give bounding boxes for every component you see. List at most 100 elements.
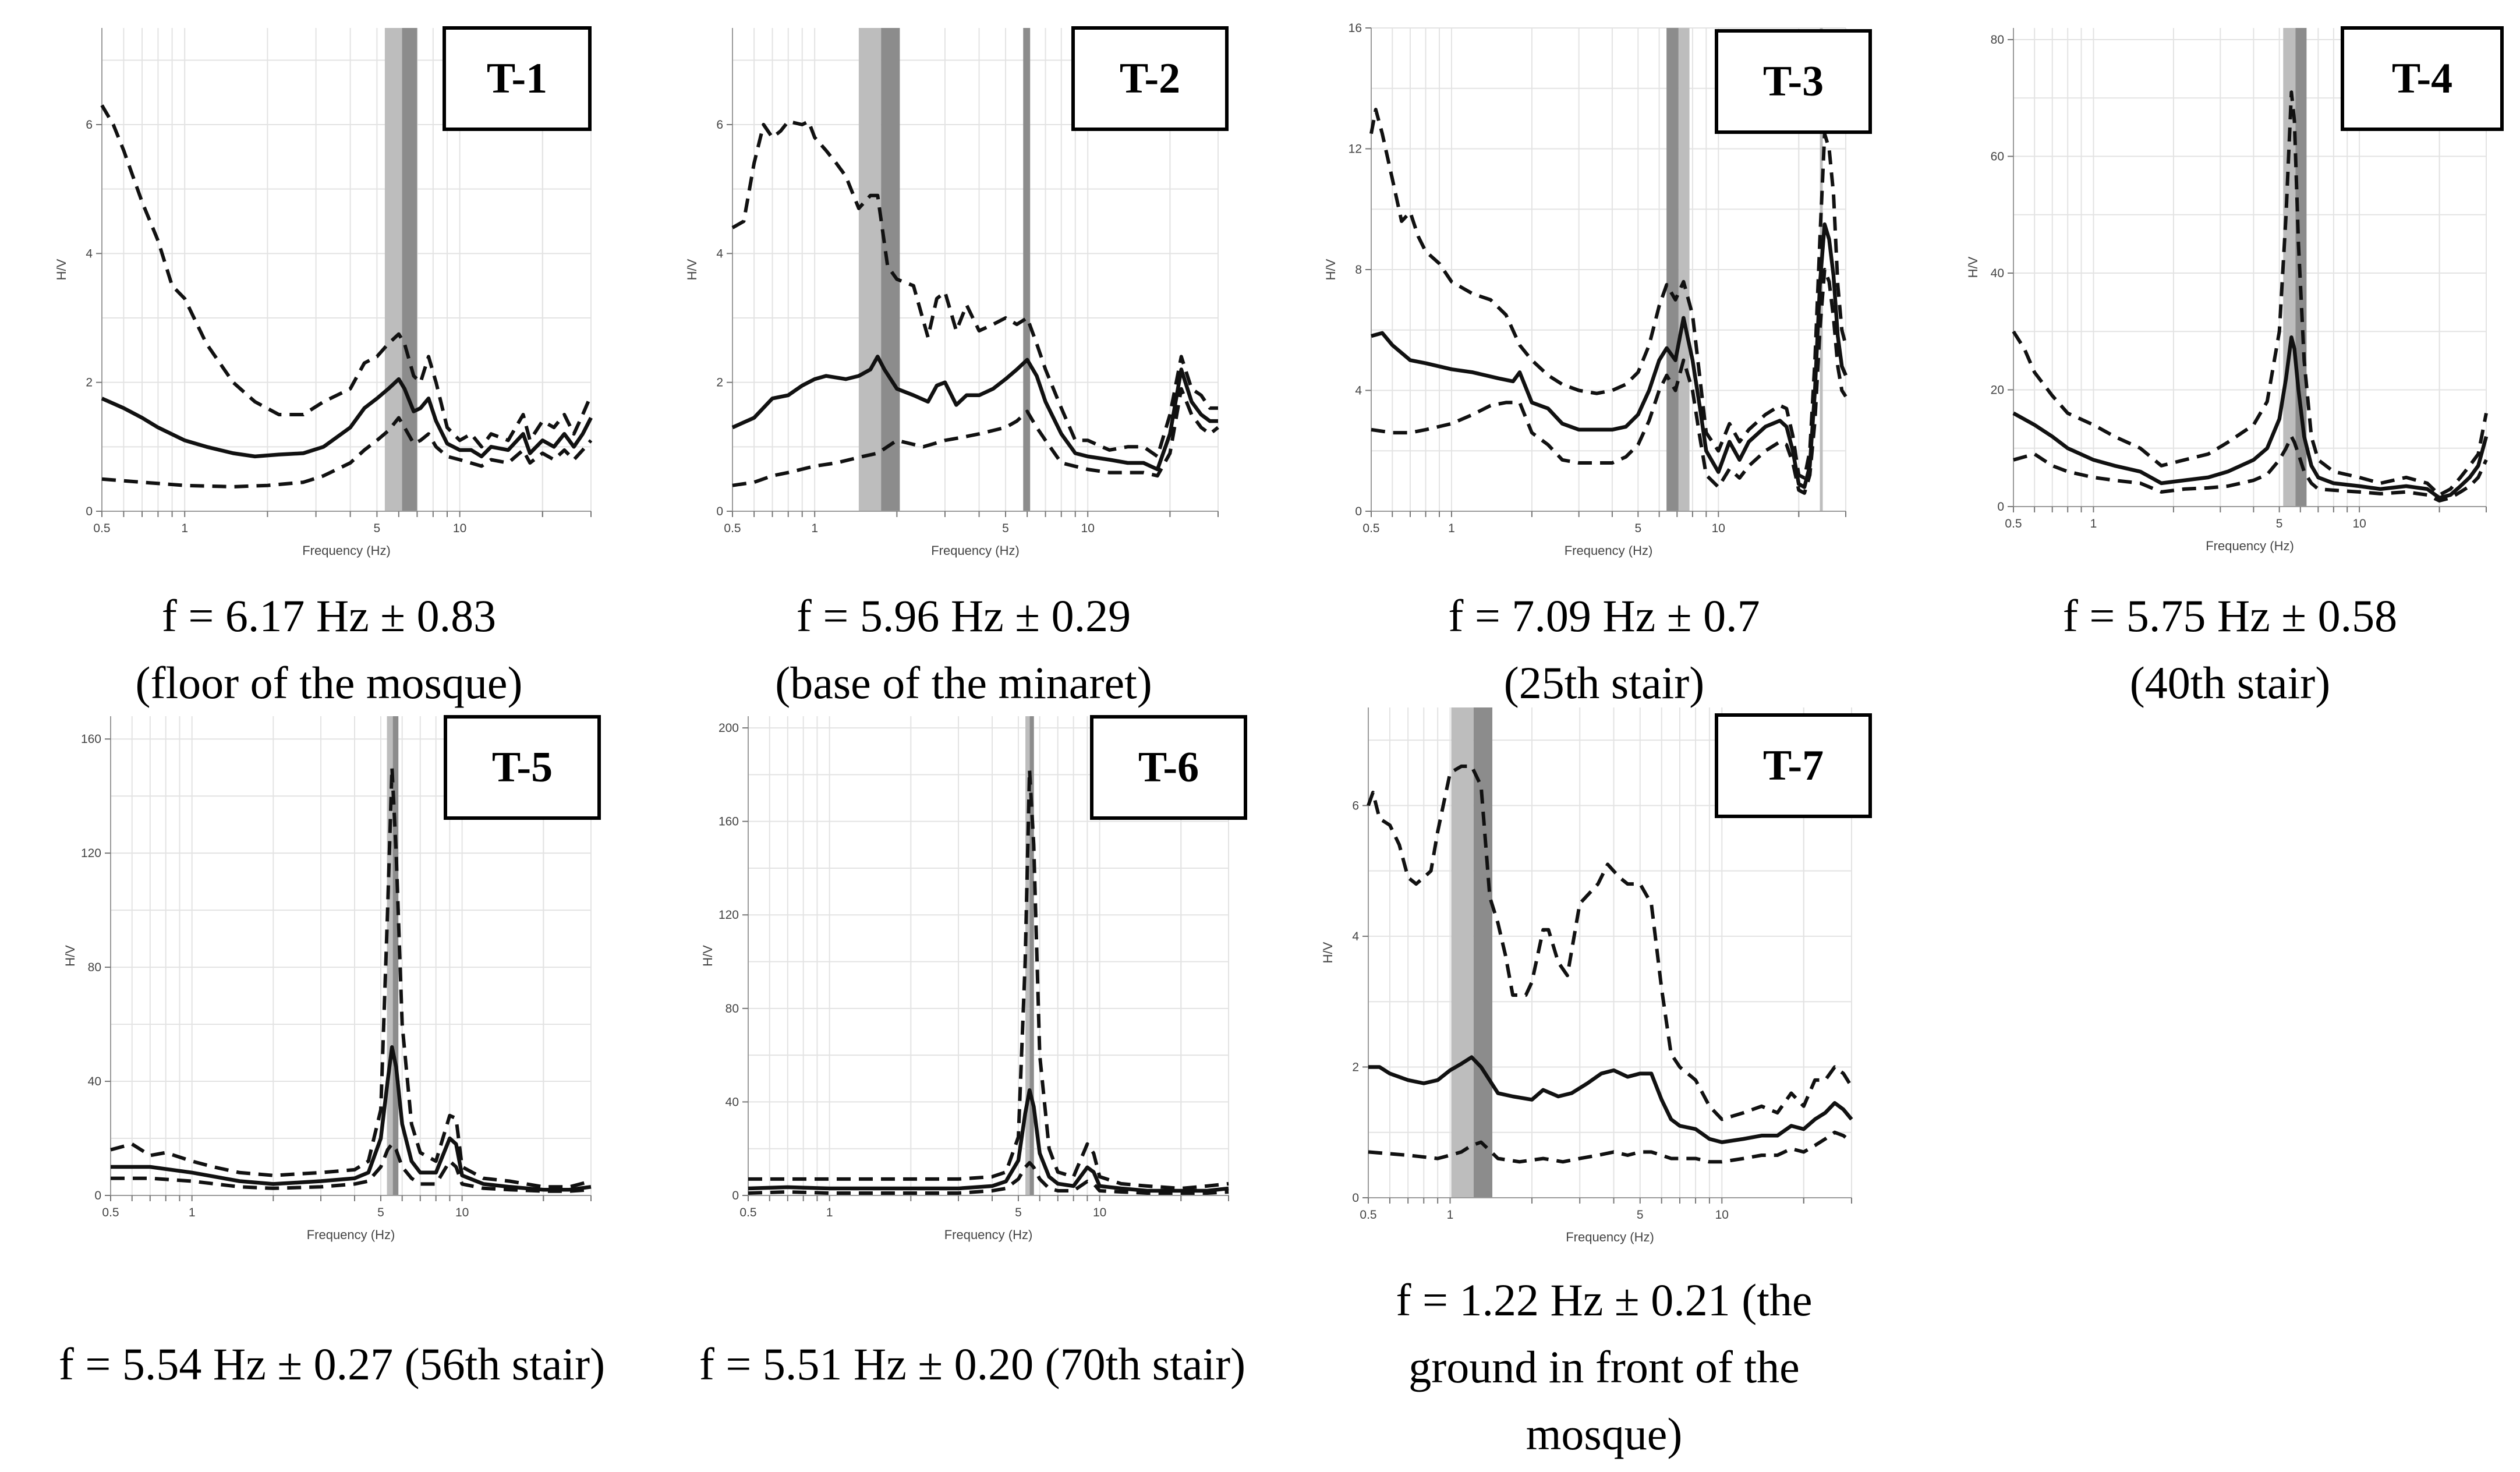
series-upper-line — [2012, 90, 2488, 497]
frequency-caption: f = 5.75 Hz ± 0.58 (40th stair) — [1968, 582, 2492, 716]
series-mean-line — [101, 377, 593, 459]
series-upper-line — [110, 766, 592, 1189]
y-tick-label: 60 — [1991, 150, 2004, 164]
y-axis-title: H/V — [1321, 942, 1335, 963]
series-upper-line — [748, 768, 1229, 1190]
peak-frequency-band — [1678, 28, 1690, 511]
x-tick-label: 5 — [1637, 1208, 1644, 1222]
y-tick-label: 0 — [1355, 505, 1362, 518]
y-tick-label: 4 — [1352, 930, 1359, 943]
caption-line: (base of the minaret) — [775, 657, 1152, 708]
peak-frequency-band — [1451, 707, 1474, 1198]
peak-frequency-band — [392, 716, 399, 1195]
x-tick-label: 1 — [1447, 1208, 1454, 1222]
axes: 0.5 1 5 10 0 2 4 6 Frequency (Hz) H/V — [685, 28, 1219, 558]
y-tick-label: 12 — [1349, 143, 1362, 156]
y-axis-title: H/V — [54, 259, 69, 280]
x-axis-title: Frequency (Hz) — [944, 1227, 1033, 1242]
x-tick-label: 10 — [1093, 1206, 1106, 1219]
caption-line: (40th stair) — [2129, 657, 2331, 708]
frequency-caption: f = 5.96 Hz ± 0.29 (base of the minaret) — [687, 582, 1240, 716]
y-tick-label: 0 — [1997, 500, 2004, 514]
series-mean-line — [1368, 1055, 1853, 1144]
caption-line: (floor of the mosque) — [135, 657, 523, 708]
x-tick-label: 1 — [826, 1206, 833, 1219]
y-axis-title: H/V — [1966, 256, 1980, 278]
y-axis-title: H/V — [685, 259, 699, 280]
chart-title-box: T-7 — [1715, 713, 1872, 818]
x-axis-title: Frequency (Hz) — [2206, 539, 2294, 553]
peak-frequency-band — [1025, 716, 1030, 1195]
x-tick-label: 1 — [811, 522, 818, 535]
x-axis-title: Frequency (Hz) — [1565, 543, 1653, 558]
caption-line: mosque) — [1526, 1409, 1683, 1459]
caption-line: (25th stair) — [1503, 657, 1705, 708]
y-tick-label: 0 — [716, 505, 723, 518]
caption-line: f = 5.75 Hz ± 0.58 — [2062, 590, 2398, 641]
y-tick-label: 40 — [725, 1095, 739, 1109]
x-tick-label: 1 — [2090, 517, 2097, 530]
series-upper-line — [1369, 108, 1847, 480]
y-tick-label: 6 — [1352, 799, 1359, 812]
series-mean-line — [111, 1045, 592, 1192]
x-tick-label: 10 — [1081, 522, 1095, 535]
y-tick-label: 160 — [719, 815, 739, 829]
x-tick-label: 10 — [1712, 522, 1725, 535]
caption-line: f = 7.09 Hz ± 0.7 — [1448, 590, 1760, 641]
y-tick-label: 80 — [88, 961, 101, 974]
chart-title-box: T-6 — [1090, 715, 1247, 820]
chart-title-box: T-5 — [444, 715, 601, 820]
x-tick-label: 0.5 — [724, 522, 741, 535]
y-tick-label: 4 — [716, 247, 723, 260]
x-tick-label: 5 — [2276, 517, 2283, 530]
peak-frequency-band — [387, 716, 393, 1195]
series-mean-line — [731, 355, 1218, 472]
y-tick-label: 40 — [1991, 267, 2004, 280]
axes: 0.5 1 5 10 0 40 80 120 160 Frequency (Hz) H/V — [63, 716, 592, 1242]
y-tick-label: 120 — [719, 908, 739, 922]
caption-line: f = 6.17 Hz ± 0.83 — [161, 590, 497, 641]
y-tick-label: 8 — [1355, 263, 1362, 277]
x-tick-label: 0.5 — [93, 522, 110, 535]
frequency-caption: f = 7.09 Hz ± 0.7 (25th stair) — [1333, 582, 1875, 716]
y-tick-label: 20 — [1991, 384, 2004, 397]
peak-frequency-band — [384, 28, 402, 511]
series-upper-line — [731, 119, 1218, 458]
peak-frequency-band — [1023, 28, 1031, 511]
peak-frequency-band — [881, 28, 900, 511]
y-tick-label: 120 — [81, 847, 101, 860]
axes: 0.5 1 5 10 0 4 8 12 16 Frequency (Hz) H/V — [1323, 22, 1846, 558]
x-tick-label: 1 — [189, 1206, 196, 1219]
grid — [748, 716, 1229, 1196]
x-tick-label: 5 — [1002, 522, 1009, 535]
caption-line: f = 1.22 Hz ± 0.21 (the — [1396, 1275, 1813, 1325]
y-axis-title: H/V — [63, 945, 77, 967]
chart-title-box: T-4 — [2341, 26, 2504, 131]
chart-title-box: T-2 — [1071, 26, 1229, 131]
x-tick-label: 0.5 — [1360, 1208, 1376, 1222]
y-tick-label: 2 — [86, 376, 93, 390]
y-tick-label: 4 — [86, 247, 93, 260]
caption-line: f = 5.96 Hz ± 0.29 — [796, 590, 1131, 641]
x-tick-label: 10 — [1715, 1208, 1729, 1222]
y-tick-label: 0 — [1352, 1191, 1359, 1205]
frequency-caption: f = 5.51 Hz ± 0.20 (70th stair) — [652, 1331, 1293, 1397]
caption-line: ground in front of the — [1408, 1342, 1800, 1392]
axes: 0.5 1 5 10 0 40 80 120 160 200 Frequency (Hz) H/V — [700, 716, 1229, 1242]
series-lower-line — [748, 1160, 1229, 1195]
y-tick-label: 0 — [94, 1189, 101, 1202]
series-upper-line — [100, 104, 593, 449]
frequency-caption: f = 5.54 Hz ± 0.27 (56th stair) — [17, 1331, 646, 1397]
axes: 0.5 1 5 10 0 2 4 6 Frequency (Hz) H/V — [54, 28, 592, 558]
y-tick-label: 160 — [81, 733, 101, 746]
x-axis-title: Frequency (Hz) — [307, 1227, 395, 1242]
axes: 0.5 1 5 10 0 2 4 6 Frequency (Hz) H/V — [1321, 707, 1852, 1244]
x-tick-label: 0.5 — [739, 1206, 756, 1219]
series-mean-line — [2012, 335, 2489, 500]
series-lower-line — [101, 416, 593, 489]
x-tick-label: 1 — [1448, 522, 1455, 535]
x-tick-label: 5 — [377, 1206, 384, 1219]
caption-line: f = 5.54 Hz ± 0.27 (56th stair) — [58, 1339, 606, 1389]
caption-line: f = 5.51 Hz ± 0.20 (70th stair) — [699, 1339, 1246, 1389]
